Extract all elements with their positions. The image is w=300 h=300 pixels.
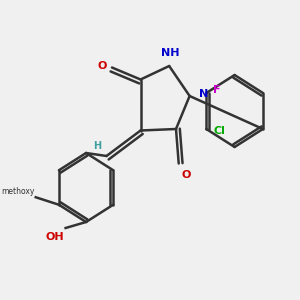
Text: NH: NH [161, 48, 180, 58]
Text: methoxy: methoxy [1, 187, 34, 196]
Text: H: H [93, 141, 101, 151]
Text: F: F [213, 85, 220, 95]
Text: O: O [182, 169, 191, 179]
Text: OH: OH [46, 232, 64, 242]
Text: Cl: Cl [213, 125, 225, 136]
Text: N: N [199, 88, 208, 99]
Text: O: O [97, 61, 106, 71]
